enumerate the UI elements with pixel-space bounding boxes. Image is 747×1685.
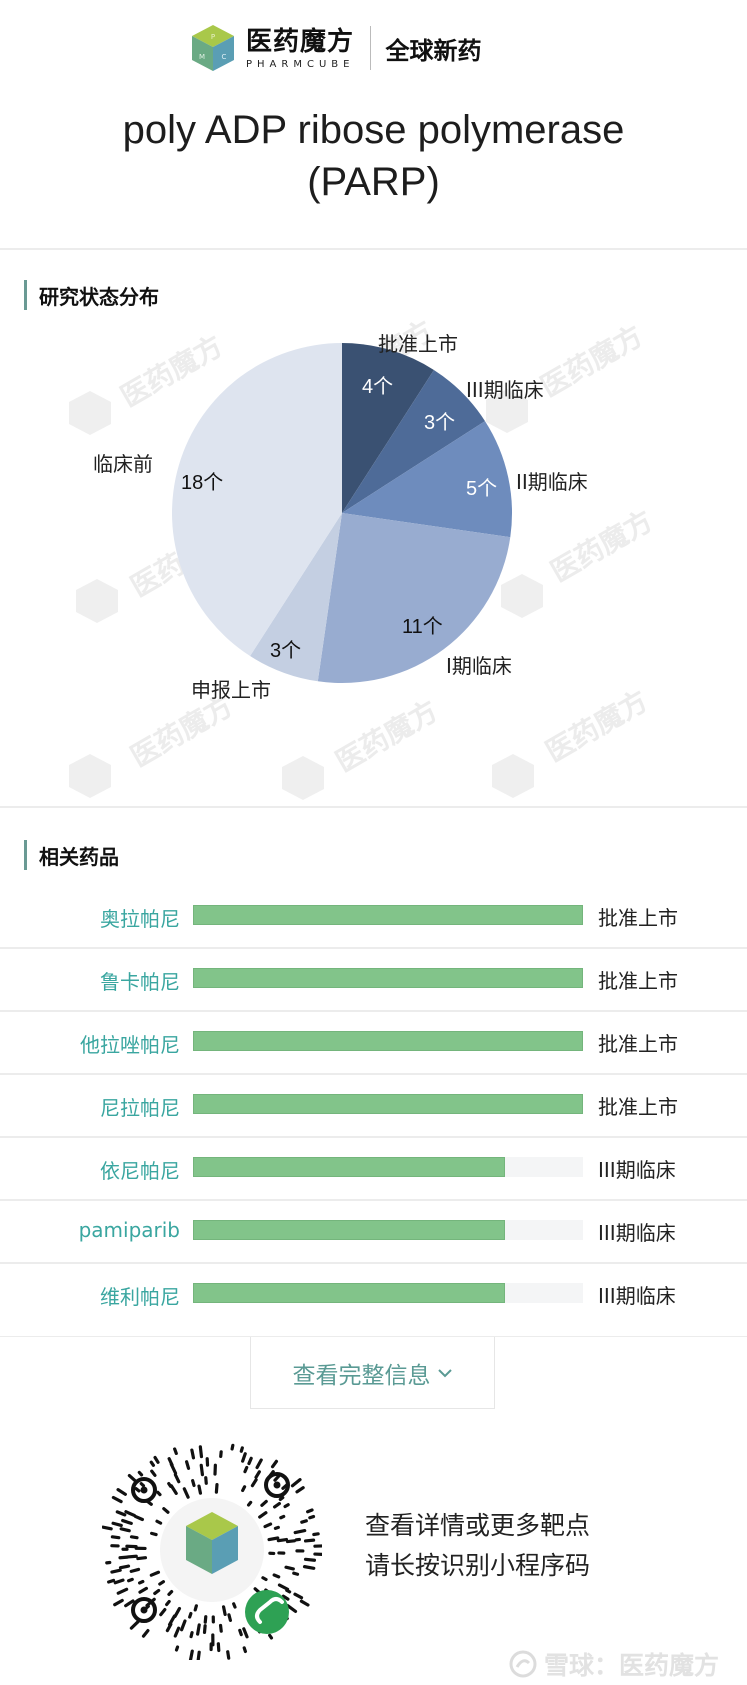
page-title-line2: (PARP) xyxy=(307,160,440,204)
status-section-heading: 研究状态分布 xyxy=(24,280,159,310)
view-full-info-button[interactable]: 查看完整信息 xyxy=(250,1337,495,1409)
progress-track xyxy=(193,1031,583,1051)
drug-status: 批准上市 xyxy=(598,969,678,993)
drug-name[interactable]: pamiparib xyxy=(78,1218,180,1242)
footer-watermark: 雪球：医药魔方 xyxy=(508,1646,719,1682)
drug-status: III期临床 xyxy=(598,1284,676,1308)
progress-track xyxy=(193,1094,583,1114)
progress-fill xyxy=(193,1157,505,1177)
pie-slice xyxy=(250,513,342,682)
pie-label-phase2: II期临床 xyxy=(516,470,588,494)
pie-value-filed: 3个 xyxy=(270,640,302,662)
mini-program-qr-code[interactable] xyxy=(102,1440,322,1660)
progress-fill xyxy=(193,968,583,988)
cube-letter-m: M xyxy=(199,53,205,61)
drug-name[interactable]: 他拉唑帕尼 xyxy=(80,1033,180,1057)
progress-fill xyxy=(193,1031,583,1051)
divider xyxy=(0,806,747,808)
pie-value-preclinical: 18个 xyxy=(181,472,224,494)
pie-chart-svg xyxy=(172,342,513,683)
pie-value-phase3: 3个 xyxy=(424,412,456,434)
drug-row[interactable]: 奥拉帕尼 批准上市 xyxy=(0,886,747,949)
pie-slice xyxy=(317,513,511,683)
progress-fill xyxy=(193,1094,583,1114)
progress-track xyxy=(193,905,583,925)
qr-center-cube-icon xyxy=(186,1512,238,1574)
drug-status: 批准上市 xyxy=(598,906,678,930)
pie-value-phase2: 5个 xyxy=(466,478,498,500)
pie-label-filed: 申报上市 xyxy=(191,678,271,702)
row-divider xyxy=(0,947,747,949)
pharmcube-logo-icon: P M C xyxy=(192,25,234,71)
page-title: poly ADP ribose polymerase (PARP) xyxy=(0,104,747,208)
drug-row[interactable]: 尼拉帕尼 批准上市 xyxy=(0,1075,747,1138)
drug-status: III期临床 xyxy=(598,1221,676,1245)
footer-watermark-text: 雪球：医药魔方 xyxy=(544,1651,720,1680)
status-pie-chart: 批准上市 III期临床 II期临床 I期临床 申报上市 临床前 4个 3个 5个… xyxy=(0,300,747,770)
brand-name-en: PHARMCUBE xyxy=(246,58,355,70)
mini-program-badge-icon xyxy=(245,1590,289,1634)
progress-fill xyxy=(193,1220,505,1240)
view-full-info-label: 查看完整信息 xyxy=(292,1362,431,1389)
brand-header: P M C 医药魔方 PHARMCUBE 全球新药 xyxy=(190,22,481,74)
drug-status: III期临床 xyxy=(598,1158,676,1182)
cube-letter-c: C xyxy=(222,53,227,61)
drugs-section-heading: 相关药品 xyxy=(24,840,119,870)
drug-status: 批准上市 xyxy=(598,1032,678,1056)
section-accent-bar xyxy=(24,280,27,310)
row-divider xyxy=(0,1136,747,1138)
progress-track xyxy=(193,1157,583,1177)
drug-row[interactable]: pamiparib III期临床 xyxy=(0,1201,747,1264)
qr-instructions: 查看详情或更多靶点 请长按识别小程序码 xyxy=(365,1506,590,1586)
progress-fill xyxy=(193,1283,505,1303)
pie-slice xyxy=(342,343,434,513)
divider xyxy=(0,248,747,250)
pie-slice xyxy=(342,421,513,538)
brand-name-cn: 医药魔方 xyxy=(246,26,355,57)
pie-value-phase1: 11个 xyxy=(402,616,443,638)
drug-name[interactable]: 鲁卡帕尼 xyxy=(100,970,180,994)
drug-row[interactable]: 他拉唑帕尼 批准上市 xyxy=(0,1012,747,1075)
drug-status: 批准上市 xyxy=(598,1095,678,1119)
pie-label-phase1: I期临床 xyxy=(446,654,512,678)
xueqiu-logo-icon xyxy=(509,1650,537,1678)
drug-name[interactable]: 尼拉帕尼 xyxy=(100,1096,180,1120)
drug-row[interactable]: 依尼帕尼 III期临床 xyxy=(0,1138,747,1201)
row-divider xyxy=(0,1262,747,1264)
pie-slice xyxy=(172,342,342,657)
row-divider xyxy=(0,1073,747,1075)
row-divider xyxy=(0,1199,747,1201)
row-divider xyxy=(0,1010,747,1012)
drug-row[interactable]: 维利帕尼 III期临床 xyxy=(0,1264,747,1337)
drug-name[interactable]: 奥拉帕尼 xyxy=(100,907,180,931)
chevron-down-icon xyxy=(437,1368,452,1377)
drug-name[interactable]: 依尼帕尼 xyxy=(100,1159,180,1183)
pie-slice xyxy=(342,369,486,513)
progress-fill xyxy=(193,905,583,925)
drugs-section-title: 相关药品 xyxy=(39,844,119,869)
page-title-line1: poly ADP ribose polymerase xyxy=(122,108,625,152)
drug-name[interactable]: 维利帕尼 xyxy=(100,1285,180,1309)
pie-label-approved: 批准上市 xyxy=(378,332,458,356)
section-accent-bar xyxy=(24,840,27,870)
brand-tagline: 全球新药 xyxy=(385,36,482,65)
pie-label-preclinical: 临床前 xyxy=(93,452,153,476)
progress-track xyxy=(193,968,583,988)
pie-value-approved: 4个 xyxy=(362,376,394,398)
progress-track xyxy=(193,1283,583,1303)
pie-label-phase3: III期临床 xyxy=(466,378,544,402)
brand-separator xyxy=(370,26,372,70)
divider xyxy=(0,1336,747,1337)
progress-track xyxy=(193,1220,583,1240)
brand-text: 医药魔方 PHARMCUBE xyxy=(246,27,354,70)
qr-instruction-line2: 请长按识别小程序码 xyxy=(365,1551,591,1580)
drug-row[interactable]: 鲁卡帕尼 批准上市 xyxy=(0,949,747,1012)
status-section-title: 研究状态分布 xyxy=(39,284,159,309)
qr-finder-icon xyxy=(131,1472,290,1623)
qr-instruction-line1: 查看详情或更多靶点 xyxy=(365,1511,591,1540)
cube-letter-p: P xyxy=(211,33,215,41)
